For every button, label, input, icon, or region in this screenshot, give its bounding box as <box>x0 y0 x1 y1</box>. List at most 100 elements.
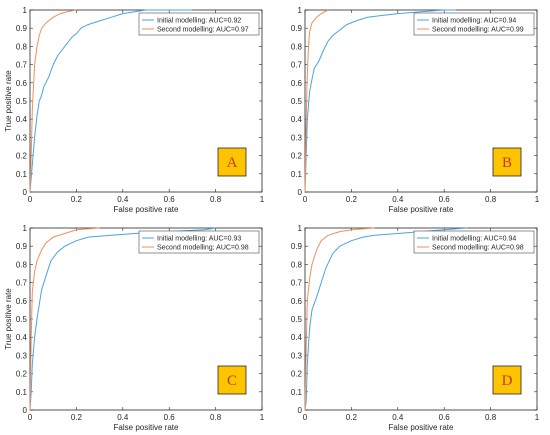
x-tick-label: 0.6 <box>439 195 451 204</box>
x-tick-label: 0 <box>303 195 308 204</box>
panel-badge <box>492 365 522 395</box>
x-axis-label: False positive rate <box>389 205 454 214</box>
y-tick-label: 0.3 <box>291 133 303 142</box>
legend-box <box>138 230 260 254</box>
y-tick-label: 0.3 <box>291 351 303 360</box>
y-tick-label: 0.5 <box>291 315 303 324</box>
y-tick-label: 0.1 <box>16 388 28 397</box>
initial-modelling-line <box>29 9 193 193</box>
panel-badge-label: C <box>227 373 237 389</box>
legend-entry: Second modelling: AUC=0.97 <box>157 27 249 34</box>
y-tick-label: 0.5 <box>16 97 28 106</box>
panel-badge-label: A <box>227 155 238 171</box>
y-tick-label: 0.2 <box>16 370 28 379</box>
y-tick-label: 0.8 <box>291 42 303 51</box>
x-tick-label: 1 <box>535 413 540 422</box>
roc-chart-svg: 0 0.2 0.4 0.6 0.8 1 0 0.1 0.2 0.3 0.4 0.5 0.6 0.7 0.8 0… <box>291 224 540 432</box>
y-tick-label: 0.5 <box>16 315 28 324</box>
x-tick-label: 0 <box>303 413 308 422</box>
y-tick-label: 0.2 <box>291 152 303 161</box>
x-tick-label: 0.6 <box>439 413 451 422</box>
x-tick-label: 0.4 <box>392 195 404 204</box>
y-tick-label: 0.4 <box>291 333 303 342</box>
second-modelling-line <box>304 227 375 411</box>
x-tick-label: 1 <box>260 413 265 422</box>
initial-modelling-line <box>304 9 456 193</box>
panel-badge <box>217 147 247 177</box>
roc-chart-svg: 0 0.2 0.4 0.6 0.8 1 0 0.1 0.2 0.3 0.4 0.5 0.6 0.7 0.8 0… <box>4 224 265 432</box>
y-tick-label: 0.7 <box>16 61 28 70</box>
roc-chart-svg: 0 0.2 0.4 0.6 0.8 1 0 0.1 0.2 0.3 0.4 0.5 0.6 0.7 0.8 0… <box>291 6 540 214</box>
legend-entry: Initial modelling: AUC=0.93 <box>157 236 241 243</box>
x-axis-label: False positive rate <box>389 423 454 432</box>
x-tick-label: 0.8 <box>210 413 222 422</box>
legend-box <box>138 12 260 36</box>
y-tick-label: 0.8 <box>16 260 28 269</box>
y-tick-label: 0.9 <box>16 242 28 251</box>
x-tick-label: 0.4 <box>392 413 404 422</box>
x-tick-label: 0.8 <box>485 413 497 422</box>
y-tick-label: 0.4 <box>16 333 28 342</box>
y-tick-label: 0.5 <box>291 97 303 106</box>
y-tick-label: 0.7 <box>291 279 303 288</box>
second-modelling-line <box>29 227 100 411</box>
x-tick-label: 0.8 <box>210 195 222 204</box>
y-tick-label: 0.7 <box>16 279 28 288</box>
y-tick-label: 1 <box>298 6 303 15</box>
y-tick-label: 0.4 <box>291 115 303 124</box>
roc-panel-b: 0 0.2 0.4 0.6 0.8 1 0 0.1 0.2 0.3 0.4 0.5 0.6 0.7 0.8 0… <box>275 0 550 217</box>
y-tick-label: 0.6 <box>16 79 28 88</box>
x-tick-label: 0 <box>28 195 33 204</box>
legend-entry: Second modelling: AUC=0.99 <box>432 27 524 34</box>
y-tick-label: 0.8 <box>16 42 28 51</box>
x-tick-label: 0.4 <box>117 413 129 422</box>
x-tick-label: 0.2 <box>71 195 83 204</box>
second-modelling-line <box>304 9 329 193</box>
panel-badge-label: D <box>502 373 513 389</box>
y-tick-label: 0.3 <box>16 133 28 142</box>
y-tick-label: 0.6 <box>16 297 28 306</box>
x-tick-label: 0.4 <box>117 195 129 204</box>
panel-badge-label: B <box>502 155 512 171</box>
x-tick-label: 0.8 <box>485 195 497 204</box>
roc-panel-d: 0 0.2 0.4 0.6 0.8 1 0 0.1 0.2 0.3 0.4 0.5 0.6 0.7 0.8 0… <box>275 218 550 435</box>
legend-entry: Initial modelling: AUC=0.94 <box>432 236 516 243</box>
y-tick-label: 0 <box>298 406 303 415</box>
panel-badge <box>217 365 247 395</box>
y-axis-label: True positive rate <box>4 288 13 350</box>
y-tick-label: 0.1 <box>291 170 303 179</box>
panel-badge <box>492 147 522 177</box>
y-tick-label: 1 <box>23 6 28 15</box>
y-tick-label: 0.8 <box>291 260 303 269</box>
initial-modelling-line <box>304 227 468 411</box>
roc-chart-svg: 0 0.2 0.4 0.6 0.8 1 0 0.1 0.2 0.3 0.4 0.5 0.6 0.7 0.8 0… <box>4 6 265 214</box>
y-tick-label: 0 <box>23 406 28 415</box>
x-axis-label: False positive rate <box>114 205 179 214</box>
legend-box <box>413 12 535 36</box>
x-tick-label: 0 <box>28 413 33 422</box>
x-tick-label: 0.2 <box>71 413 83 422</box>
y-tick-label: 0.6 <box>291 297 303 306</box>
legend-entry: Initial modelling: AUC=0.92 <box>157 18 241 25</box>
x-axis-label: False positive rate <box>114 423 179 432</box>
roc-panel-a: 0 0.2 0.4 0.6 0.8 1 0 0.1 0.2 0.3 0.4 0.5 0.6 0.7 0.8 0… <box>0 0 275 217</box>
y-tick-label: 0.2 <box>291 370 303 379</box>
legend-entry: Second modelling: AUC=0.98 <box>157 245 249 252</box>
x-tick-label: 0.2 <box>346 413 358 422</box>
x-tick-label: 0.6 <box>164 413 176 422</box>
y-tick-label: 0.9 <box>291 24 303 33</box>
y-tick-label: 0.9 <box>291 242 303 251</box>
y-tick-label: 0.3 <box>16 351 28 360</box>
y-tick-label: 0.1 <box>16 170 28 179</box>
y-tick-label: 0.9 <box>16 24 28 33</box>
roc-panel-c: 0 0.2 0.4 0.6 0.8 1 0 0.1 0.2 0.3 0.4 0.5 0.6 0.7 0.8 0… <box>0 218 275 435</box>
y-tick-label: 0 <box>23 188 28 197</box>
legend-entry: Initial modelling: AUC=0.94 <box>432 18 516 25</box>
x-tick-label: 0.6 <box>164 195 176 204</box>
y-tick-label: 0.6 <box>291 79 303 88</box>
second-modelling-line <box>29 9 77 193</box>
y-tick-label: 0.7 <box>291 61 303 70</box>
legend-entry: Second modelling: AUC=0.98 <box>432 245 524 252</box>
y-tick-label: 0.1 <box>291 388 303 397</box>
